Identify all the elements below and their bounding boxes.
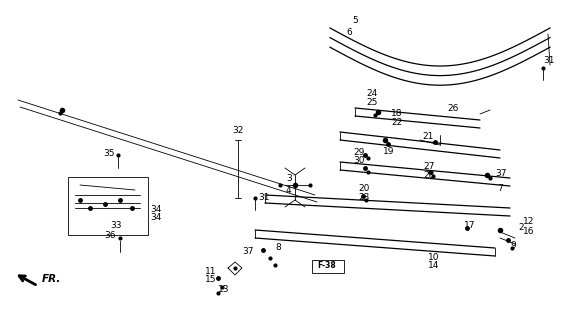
Text: 25: 25 xyxy=(366,98,377,107)
Text: 12: 12 xyxy=(523,218,535,227)
Text: 21: 21 xyxy=(422,132,434,140)
Text: 16: 16 xyxy=(523,228,535,236)
Text: 37: 37 xyxy=(495,169,506,178)
Text: 27: 27 xyxy=(423,162,435,171)
Text: 3: 3 xyxy=(286,173,292,182)
Text: 24: 24 xyxy=(366,89,377,98)
Text: 31: 31 xyxy=(258,194,269,203)
Text: 37: 37 xyxy=(242,247,254,257)
Text: 35: 35 xyxy=(103,148,114,157)
Bar xyxy=(68,177,148,235)
Text: 11: 11 xyxy=(205,268,217,276)
Text: F-38: F-38 xyxy=(317,261,336,270)
Text: 5: 5 xyxy=(352,15,358,25)
Text: 30: 30 xyxy=(353,156,365,164)
Text: 29: 29 xyxy=(353,148,364,156)
Text: 33: 33 xyxy=(110,220,121,229)
Text: 2: 2 xyxy=(518,223,524,233)
Text: 32: 32 xyxy=(232,125,243,134)
Text: 20: 20 xyxy=(358,183,369,193)
Text: 17: 17 xyxy=(464,220,476,229)
Text: 19: 19 xyxy=(383,147,395,156)
Text: 22: 22 xyxy=(391,117,402,126)
Text: 14: 14 xyxy=(428,261,439,270)
Text: 4: 4 xyxy=(286,186,292,195)
Text: 10: 10 xyxy=(428,253,439,262)
Text: 8: 8 xyxy=(275,244,281,252)
Text: 18: 18 xyxy=(391,108,402,117)
Text: 36: 36 xyxy=(104,230,116,239)
Text: 26: 26 xyxy=(447,103,458,113)
Text: FR.: FR. xyxy=(42,274,61,284)
Text: 34: 34 xyxy=(150,213,161,222)
Text: 31: 31 xyxy=(543,55,554,65)
Text: 28: 28 xyxy=(423,171,435,180)
Text: 7: 7 xyxy=(497,183,503,193)
Text: 9: 9 xyxy=(510,241,516,250)
Text: 13: 13 xyxy=(218,285,229,294)
Text: 6: 6 xyxy=(346,28,352,36)
Text: 15: 15 xyxy=(205,276,217,284)
Text: 23: 23 xyxy=(358,193,369,202)
Text: 34: 34 xyxy=(150,205,161,214)
